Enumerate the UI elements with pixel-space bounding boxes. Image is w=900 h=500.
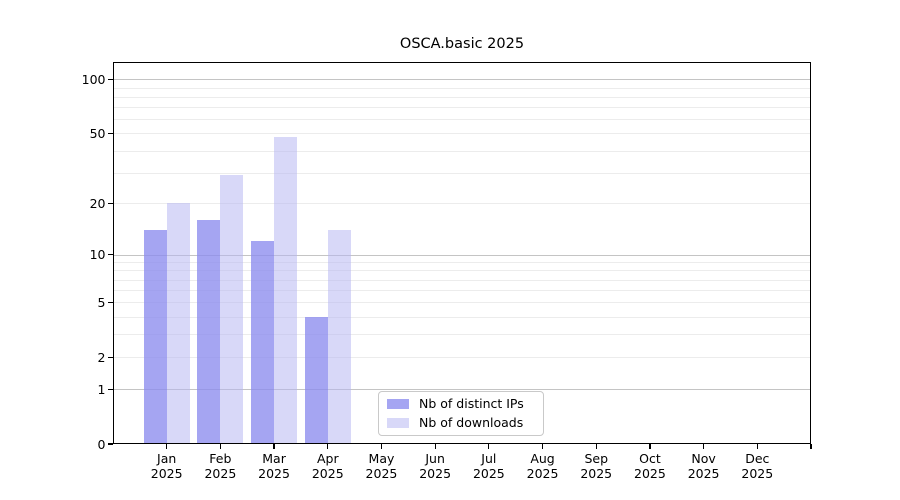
y-tick-mark [107,356,113,358]
legend-swatch-distinct-ips [387,398,409,410]
legend: Nb of distinct IPs Nb of downloads [378,391,544,436]
y-tick-mark [107,132,113,135]
gridline-minor [113,96,811,98]
gridline-major [113,254,811,256]
x-tick-mark [434,444,436,449]
y-tick-label: 2 [97,349,106,365]
gridline-major [113,389,811,391]
y-tick-mark [107,388,113,390]
gridline-minor [113,270,811,272]
x-tick-mark [327,444,329,449]
x-tick-label: Jul 2025 [472,451,505,481]
bar-distinct-ips [197,220,221,444]
gridline-minor [113,279,811,281]
bar-downloads [327,230,351,444]
y-tick-mark [107,301,113,304]
bar-distinct-ips [304,316,328,444]
x-tick-label: Jan 2025 [150,451,183,481]
gridline-minor [113,262,811,264]
gridline-minor [113,172,811,174]
y-tick-mark [107,253,113,256]
bar-downloads [274,136,298,444]
y-tick-label: 5 [97,294,106,310]
gridline-minor [113,107,811,109]
x-tick-mark [649,444,651,449]
x-tick-mark [273,444,275,449]
legend-swatch-downloads [387,417,409,429]
x-tick-label: Dec 2025 [741,451,774,481]
x-tick-mark [595,444,597,449]
gridline-minor [113,334,811,336]
gridline-minor [113,203,811,205]
x-tick-label: Sep 2025 [580,451,613,481]
x-tick-label: Nov 2025 [687,451,720,481]
x-tick-label: Mar 2025 [258,451,290,481]
x-tick-label: Oct 2025 [634,451,666,481]
plot-area-border [113,62,811,444]
x-tick-mark [166,444,168,449]
x-tick-label: Apr 2025 [311,451,344,481]
y-tick-mark [107,443,113,445]
bar-downloads [220,175,244,444]
bar-downloads [166,203,190,444]
x-tick-mark [380,444,383,449]
chart-title: OSCA.basic 2025 [399,36,525,52]
gridline-minor [113,133,811,135]
gridline-major [113,79,811,81]
legend-label-distinct-ips: Nb of distinct IPs [419,396,524,411]
legend-item-distinct-ips: Nb of distinct IPs [387,396,535,412]
bar-distinct-ips [143,230,167,444]
gridline-minor [113,119,811,121]
x-tick-mark [702,444,705,449]
y-tick-label: 1 [97,381,106,397]
y-tick-label: 50 [89,125,106,141]
y-tick-label: 0 [97,436,106,452]
y-tick-mark [107,202,113,205]
legend-item-downloads: Nb of downloads [387,415,535,431]
gridline-minor [113,290,811,292]
gridline-minor [113,357,811,359]
bar-distinct-ips [251,241,275,444]
y-tick-label: 20 [89,195,106,211]
x-tick-mark [488,444,490,449]
x-tick-mark [219,444,222,449]
gridline-minor [113,150,811,152]
x-tick-label: Aug 2025 [526,451,559,481]
legend-label-downloads: Nb of downloads [419,415,524,430]
x-tick-label: May 2025 [365,451,398,481]
gridline-minor [113,87,811,89]
y-tick-label: 100 [81,71,106,87]
y-tick-mark [107,78,113,81]
y-tick-label: 10 [89,247,106,263]
x-tick-label: Jun 2025 [419,451,452,481]
gridline-minor [113,302,811,304]
x-tick-label: Feb 2025 [204,451,237,481]
x-tick-mark [756,444,758,449]
gridline-minor [113,316,811,318]
x-tick-mark [541,444,544,449]
x-tick-mark [810,444,812,449]
